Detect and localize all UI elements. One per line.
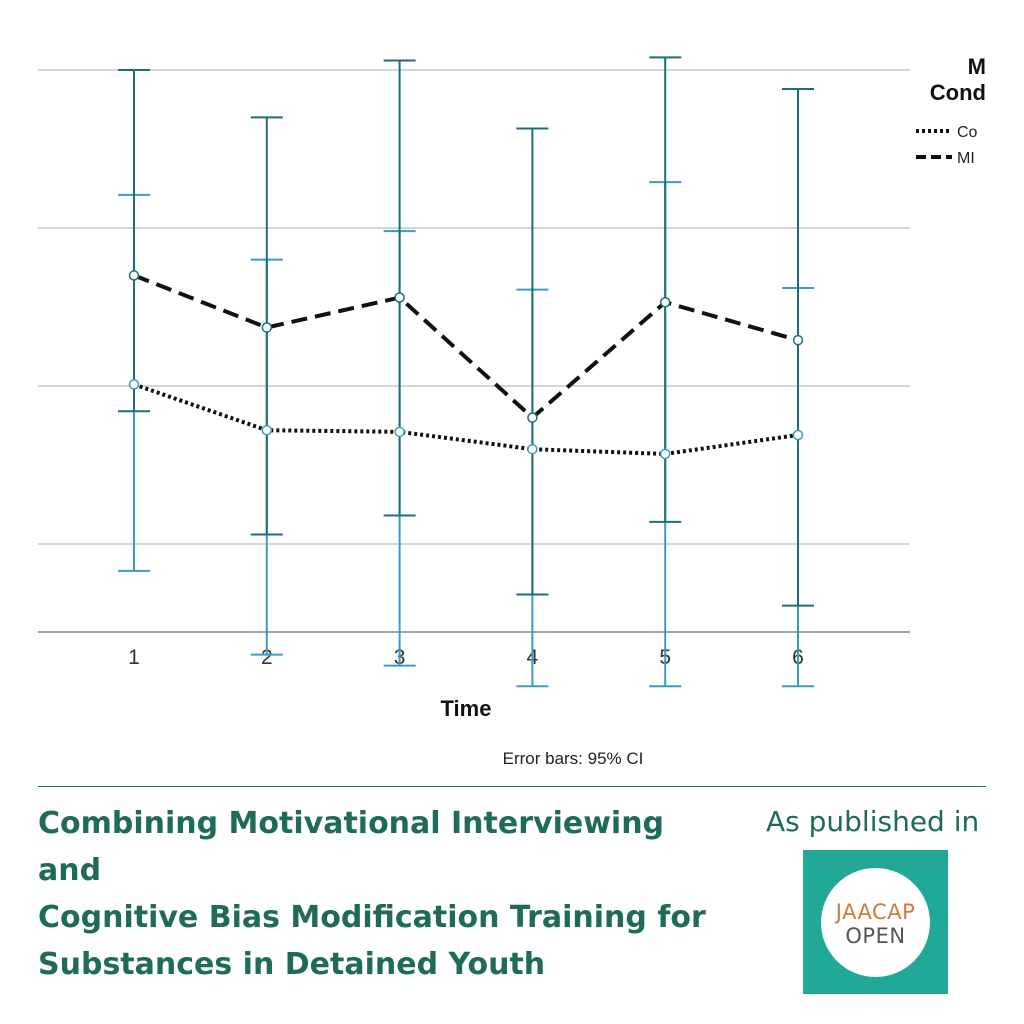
logo-circle: JAACAP OPEN [821,868,930,977]
legend-title-line1: M [968,54,986,79]
footer-divider [38,786,986,787]
error-bars-footnote: Error bars: 95% CI [503,749,644,768]
series-line-2 [133,273,799,421]
data-point [527,412,538,423]
series-line-1 [133,382,799,456]
data-point [128,379,140,390]
data-point [527,443,538,455]
x-tick-labels: 123456 [128,646,804,669]
data-point [394,426,405,438]
data-point [394,292,405,303]
gridlines [38,69,910,545]
paper-title: Combining Motivational Interviewing and … [38,806,706,982]
data-point [261,322,273,333]
data-point [659,297,671,308]
legend: M Cond Co MI [916,54,986,167]
data-point [128,270,140,281]
x-tick-label: 2 [261,646,273,669]
data-point [792,334,804,346]
legend-label: MI [957,150,975,167]
logo-text-open: OPEN [845,924,906,948]
logo-text-jaacap: JAACAP [835,900,916,924]
published-in-label: As published in [766,805,980,838]
data-point [261,424,273,436]
jaacap-open-logo: JAACAP OPEN [803,850,948,994]
line-chart: 123456 Time Error bars: 95% CI M Cond Co… [38,54,986,768]
data-point [659,448,671,460]
data-point [792,429,804,441]
x-tick-label: 1 [128,646,140,669]
legend-label: Co [957,124,978,141]
x-axis-title: Time [441,696,492,721]
series-lines [128,270,804,460]
error-bars [118,56,814,688]
legend-title-line2: Cond [930,80,986,105]
